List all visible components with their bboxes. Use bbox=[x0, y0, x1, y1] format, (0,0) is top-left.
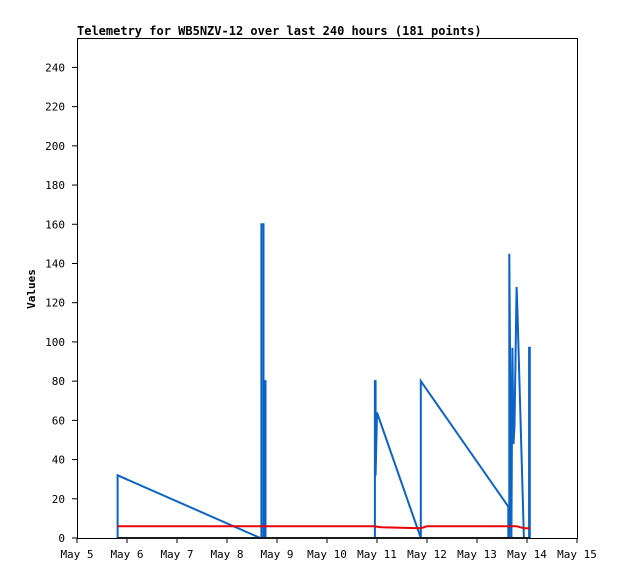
plot-frame bbox=[77, 38, 578, 539]
x-tick-label: May 13 bbox=[457, 548, 497, 561]
y-tick-label: 40 bbox=[52, 454, 65, 467]
y-tick-label: 180 bbox=[45, 179, 65, 192]
x-tick-label: May 8 bbox=[210, 548, 243, 561]
x-tick-label: May 15 bbox=[557, 548, 597, 561]
x-tick-label: May 6 bbox=[110, 548, 143, 561]
y-tick-label: 120 bbox=[45, 297, 65, 310]
series-line-2 bbox=[117, 525, 530, 530]
x-tick-label: May 12 bbox=[407, 548, 447, 561]
x-tick-label: May 5 bbox=[60, 548, 93, 561]
y-tick-label: 60 bbox=[52, 414, 65, 427]
y-tick-label: 200 bbox=[45, 140, 65, 153]
chart-title: Telemetry for WB5NZV-12 over last 240 ho… bbox=[77, 24, 482, 38]
y-tick-label: 160 bbox=[45, 218, 65, 231]
y-axis: 0 20 40 60 80 100 120 140 160 180 200 220 240 bbox=[45, 61, 77, 545]
y-tick-label: 80 bbox=[52, 375, 65, 388]
y-tick-label: 240 bbox=[45, 61, 65, 74]
x-tick-label: May 9 bbox=[260, 548, 293, 561]
x-tick-label: May 11 bbox=[357, 548, 397, 561]
y-tick-label: 100 bbox=[45, 336, 65, 349]
y-axis-label: Values bbox=[25, 269, 38, 309]
x-tick-label: May 10 bbox=[307, 548, 347, 561]
x-tick-label: May 14 bbox=[507, 548, 547, 561]
series-group bbox=[116, 223, 531, 539]
y-tick-label: 0 bbox=[58, 532, 65, 545]
x-tick-label: May 7 bbox=[160, 548, 193, 561]
x-axis: May 5 May 6 May 7 May 8 May 9 May 10 May 11 May… bbox=[60, 538, 597, 561]
y-tick-label: 220 bbox=[45, 101, 65, 114]
y-tick-label: 140 bbox=[45, 257, 65, 270]
y-tick-label: 20 bbox=[52, 493, 65, 506]
